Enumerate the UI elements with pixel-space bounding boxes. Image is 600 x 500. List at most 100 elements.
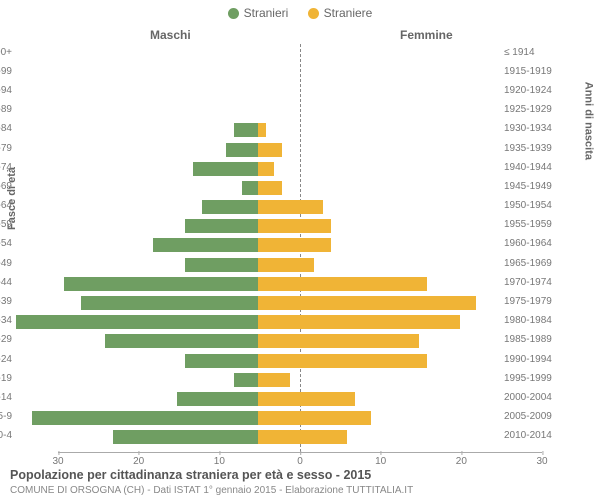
bar-female-half xyxy=(258,334,500,348)
bar-female xyxy=(258,162,274,176)
bar-female-half xyxy=(258,277,500,291)
legend-male-swatch xyxy=(228,8,239,19)
bar-female-half xyxy=(258,430,500,444)
bar-male xyxy=(185,219,258,233)
legend-male-label: Stranieri xyxy=(244,6,289,20)
bar-male xyxy=(185,354,258,368)
bar-female-half xyxy=(258,258,500,272)
bar-male xyxy=(32,411,258,425)
bar-female xyxy=(258,277,427,291)
bar-male-half xyxy=(16,277,258,291)
bar-male xyxy=(234,123,258,137)
bar-female-half xyxy=(258,143,500,157)
bar-female xyxy=(258,143,282,157)
legend: Stranieri Straniere xyxy=(0,6,600,22)
x-tick: 10 xyxy=(375,452,386,467)
bar-male xyxy=(105,334,258,348)
bar-male-half xyxy=(16,296,258,310)
chart-title: Popolazione per cittadinanza straniera p… xyxy=(10,468,371,482)
table-row: 25-291985-1989 xyxy=(58,332,542,351)
chart-subtitle: COMUNE DI ORSOGNA (CH) - Dati ISTAT 1° g… xyxy=(10,485,413,496)
column-head-male: Maschi xyxy=(150,28,191,42)
bar-male xyxy=(226,143,258,157)
legend-female-label: Straniere xyxy=(324,6,373,20)
bar-male-half xyxy=(16,104,258,118)
x-tick: 10 xyxy=(214,452,225,467)
column-head-female: Femmine xyxy=(400,28,453,42)
bar-female xyxy=(258,411,371,425)
table-row: 55-591955-1959 xyxy=(58,217,542,236)
table-row: 75-791935-1939 xyxy=(58,140,542,159)
table-row: 80-841930-1934 xyxy=(58,121,542,140)
bar-male-half xyxy=(16,334,258,348)
bar-female xyxy=(258,181,282,195)
bar-male xyxy=(64,277,258,291)
bar-male xyxy=(242,181,258,195)
bar-male-half xyxy=(16,392,258,406)
bar-male-half xyxy=(16,238,258,252)
table-row: 45-491965-1969 xyxy=(58,255,542,274)
bar-female-half xyxy=(258,238,500,252)
bar-male-half xyxy=(16,47,258,61)
bar-male xyxy=(234,373,258,387)
bar-male xyxy=(177,392,258,406)
x-tick: 30 xyxy=(536,452,547,467)
bar-female-half xyxy=(258,66,500,80)
legend-male: Stranieri xyxy=(228,6,289,20)
bar-female-half xyxy=(258,296,500,310)
bar-female-half xyxy=(258,162,500,176)
bar-male-half xyxy=(16,315,258,329)
bar-female xyxy=(258,430,347,444)
chart-rows: 100+≤ 191495-991915-191990-941920-192485… xyxy=(58,44,542,447)
bar-male xyxy=(16,315,258,329)
table-row: 100+≤ 1914 xyxy=(58,44,542,63)
bar-female xyxy=(258,392,355,406)
population-pyramid-chart: Stranieri Straniere Maschi Femmine Fasce… xyxy=(0,0,600,500)
bar-male xyxy=(185,258,258,272)
bar-male xyxy=(81,296,258,310)
bar-male-half xyxy=(16,143,258,157)
bar-female-half xyxy=(258,85,500,99)
bar-female-half xyxy=(258,181,500,195)
table-row: 15-191995-1999 xyxy=(58,370,542,389)
bar-female xyxy=(258,219,331,233)
bar-female xyxy=(258,296,476,310)
bar-male-half xyxy=(16,181,258,195)
bar-male-half xyxy=(16,354,258,368)
table-row: 20-241990-1994 xyxy=(58,351,542,370)
bar-female-half xyxy=(258,373,500,387)
bar-male xyxy=(193,162,258,176)
bar-female xyxy=(258,200,323,214)
bar-female-half xyxy=(258,200,500,214)
bar-female-half xyxy=(258,354,500,368)
bar-female xyxy=(258,373,290,387)
table-row: 95-991915-1919 xyxy=(58,63,542,82)
legend-female: Straniere xyxy=(308,6,373,20)
bar-male-half xyxy=(16,219,258,233)
bar-female-half xyxy=(258,47,500,61)
bar-male-half xyxy=(16,200,258,214)
bar-female-half xyxy=(258,411,500,425)
bar-male xyxy=(202,200,258,214)
bar-male-half xyxy=(16,123,258,137)
bar-female xyxy=(258,123,266,137)
x-tick: 20 xyxy=(133,452,144,467)
yaxis-right-title: Anni di nascita xyxy=(582,82,594,160)
bar-female-half xyxy=(258,392,500,406)
bar-male-half xyxy=(16,85,258,99)
table-row: 90-941920-1924 xyxy=(58,82,542,101)
bar-female xyxy=(258,258,314,272)
legend-female-swatch xyxy=(308,8,319,19)
table-row: 40-441970-1974 xyxy=(58,274,542,293)
table-row: 70-741940-1944 xyxy=(58,159,542,178)
table-row: 50-541960-1964 xyxy=(58,236,542,255)
bar-female-half xyxy=(258,104,500,118)
bar-female-half xyxy=(258,219,500,233)
bar-female-half xyxy=(258,315,500,329)
bar-male-half xyxy=(16,373,258,387)
bar-male-half xyxy=(16,66,258,80)
bar-male-half xyxy=(16,430,258,444)
bar-female xyxy=(258,334,419,348)
bar-male-half xyxy=(16,411,258,425)
table-row: 5-92005-2009 xyxy=(58,409,542,428)
